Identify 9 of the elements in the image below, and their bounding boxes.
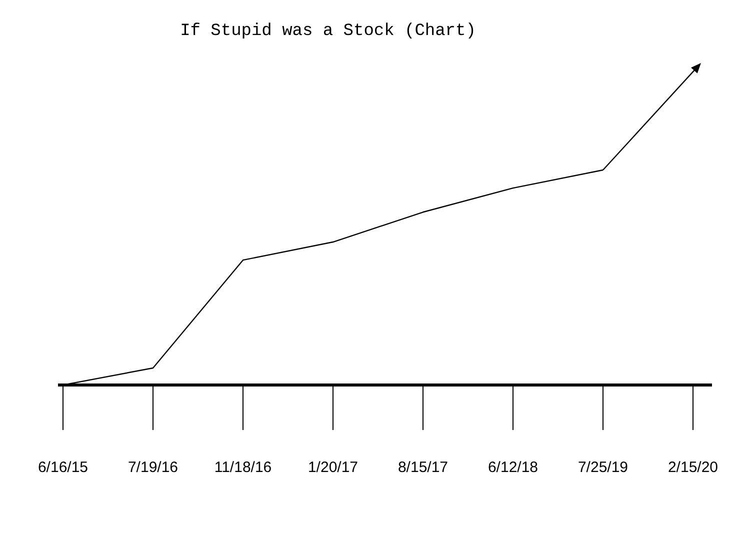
x-tick-label: 6/12/18 [488, 459, 538, 476]
x-tick-label: 6/16/15 [38, 459, 88, 476]
x-tick-label: 2/15/20 [668, 459, 718, 476]
x-tick-label: 7/25/19 [578, 459, 628, 476]
x-tick-label: 7/19/16 [128, 459, 178, 476]
chart-title: If Stupid was a Stock (Chart) [180, 22, 476, 41]
x-tick-label: 1/20/17 [308, 459, 358, 476]
x-tick-label: 8/15/17 [398, 459, 448, 476]
x-tick-label: 11/18/16 [214, 459, 272, 476]
